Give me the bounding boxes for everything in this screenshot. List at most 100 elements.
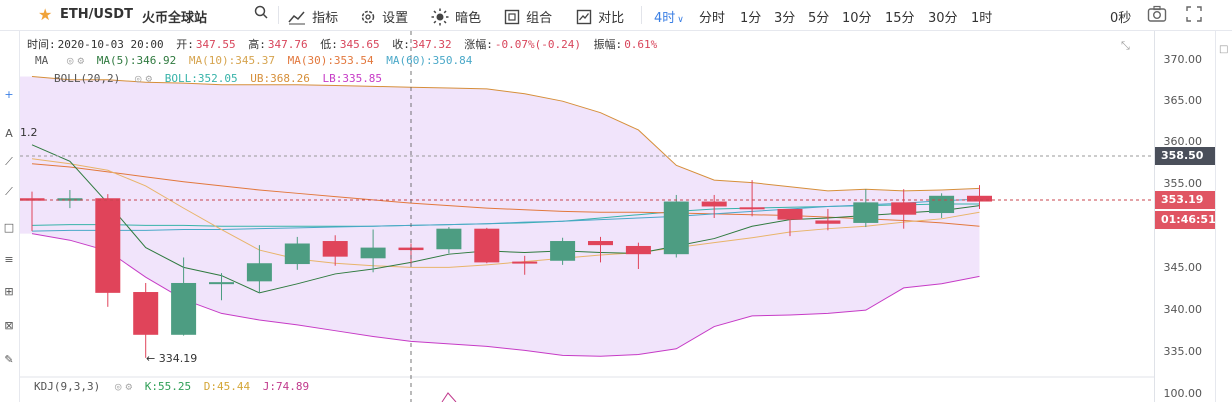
candle-body xyxy=(701,201,727,207)
eye-icon[interactable]: ◎ xyxy=(114,380,122,393)
candle-body xyxy=(739,207,765,210)
interval-5[interactable]: 10分 xyxy=(842,11,872,26)
candle-body xyxy=(777,208,803,220)
settings-button[interactable]: 设置 xyxy=(360,7,408,26)
candle-body xyxy=(815,220,841,224)
candle xyxy=(284,236,310,270)
pencil-tool-icon[interactable]: ✎ xyxy=(4,353,14,366)
kdj-tick: 100.00 xyxy=(1163,387,1203,400)
kdj-legend: KDJ(9,3,3) ◎ ⚙ K:55.25 D:45.44 J:74.89 xyxy=(34,380,311,393)
line-tool-icon[interactable]: ⟋ xyxy=(5,155,13,168)
candle xyxy=(246,245,272,293)
candle xyxy=(853,189,879,228)
interval-3[interactable]: 3分 xyxy=(774,11,796,26)
kdj-d-value: D:45.44 xyxy=(203,380,251,393)
interval-1[interactable]: 分时 xyxy=(699,11,726,26)
candle xyxy=(777,208,803,237)
panel-icon[interactable]: □ xyxy=(1219,44,1229,55)
candle-body xyxy=(57,198,83,201)
right-panel: □ xyxy=(1215,31,1232,402)
chart-lines-icon xyxy=(288,11,305,25)
candle xyxy=(550,237,576,265)
eye-icon[interactable]: ◎ xyxy=(66,54,74,67)
candle xyxy=(20,191,45,232)
boll-legend: BOLL(20,2) ◎ ⚙ BOLL:352.05 UB:368.26 LB:3… xyxy=(54,72,384,85)
candle-body xyxy=(929,195,955,214)
interval-active[interactable]: 4时 ∨ xyxy=(654,7,684,26)
price-tick: 355.00 xyxy=(1163,177,1203,190)
candle xyxy=(474,227,500,264)
ray-tool-icon[interactable]: ⟋ xyxy=(5,185,13,198)
candle xyxy=(360,229,386,273)
candle xyxy=(57,190,83,209)
sun-icon xyxy=(431,8,449,26)
interval-8[interactable]: 1时 xyxy=(971,11,993,26)
interval-7[interactable]: 30分 xyxy=(928,11,958,26)
indicators-button[interactable]: 指标 xyxy=(288,7,338,26)
ma-5-value: MA(5):346.92 xyxy=(96,54,177,67)
chevron-down-icon: ∨ xyxy=(677,15,684,25)
fib-tool-icon[interactable]: ≡ xyxy=(4,253,14,266)
price-axis[interactable]: 370.00 365.00 360.00 355.00 350.00 345.0… xyxy=(1154,31,1216,402)
candle xyxy=(967,185,992,209)
gear-icon xyxy=(361,10,375,24)
pattern-tool-icon[interactable]: ⊞ xyxy=(4,285,14,298)
ohlc-change: -0.07%(-0.24) xyxy=(494,38,581,51)
gear-icon[interactable]: ⚙ xyxy=(145,72,153,85)
layout-icon xyxy=(504,9,520,25)
fullscreen-icon[interactable] xyxy=(1186,6,1202,26)
top-toolbar: ★ ETH/USDT 火币全球站 指标 设置 暗色 组合 对比 4时 ∨ 分时 1… xyxy=(0,0,1232,31)
ohlc-high: 347.76 xyxy=(267,38,308,51)
ma-30-line xyxy=(31,163,980,227)
indicators-label: 指标 xyxy=(312,11,339,26)
candle-body xyxy=(360,247,386,259)
combo-label: 组合 xyxy=(526,11,553,26)
interval-2[interactable]: 1分 xyxy=(740,11,762,26)
kdj-j-line xyxy=(441,392,457,402)
crosshair-tool-icon[interactable]: + xyxy=(4,88,14,101)
gear-icon[interactable]: ⚙ xyxy=(77,54,85,67)
candle-body xyxy=(246,263,272,282)
ohlc-info: 时间: 2020-10-03 20:00 开: 347.55 高: 347.76 低:… xyxy=(27,38,658,51)
ma-legend: MA ◎ ⚙ MA(5):346.92 MA(10):345.37 MA(30):… xyxy=(35,54,474,67)
star-icon[interactable]: ★ xyxy=(38,5,53,24)
rectangle-tool-icon[interactable]: □ xyxy=(3,221,15,234)
candle-body xyxy=(20,198,45,201)
eye-icon[interactable]: ◎ xyxy=(134,72,142,85)
interval-6[interactable]: 15分 xyxy=(885,11,915,26)
camera-icon[interactable] xyxy=(1147,5,1167,27)
ohlc-low: 345.65 xyxy=(339,38,380,51)
candle xyxy=(322,235,348,266)
candle xyxy=(815,208,841,231)
kdj-legend-name: KDJ(9,3,3) xyxy=(34,380,101,393)
price-tick: 370.00 xyxy=(1163,53,1203,66)
candle-body xyxy=(95,198,121,293)
search-icon[interactable] xyxy=(253,4,269,24)
settings-label: 设置 xyxy=(382,11,409,26)
price-tick: 360.00 xyxy=(1163,135,1203,148)
price-tick: 365.00 xyxy=(1163,94,1203,107)
boll-lower-value: LB:335.85 xyxy=(322,72,383,85)
theme-button[interactable]: 暗色 xyxy=(431,7,481,26)
gear-icon[interactable]: ⚙ xyxy=(125,380,133,393)
candle-body xyxy=(625,245,651,255)
interval-active-label: 4时 xyxy=(654,11,676,26)
candle xyxy=(929,193,955,218)
text-tool-icon[interactable]: A xyxy=(5,127,13,140)
candle-body xyxy=(967,195,992,202)
compare-button[interactable]: 对比 xyxy=(576,7,624,26)
interval-4[interactable]: 5分 xyxy=(808,11,830,26)
exchange-name: 火币全球站 xyxy=(142,11,208,26)
candle xyxy=(209,273,234,301)
symbol-name[interactable]: ETH/USDT xyxy=(60,7,133,22)
measure-tool-icon[interactable]: ⊠ xyxy=(4,319,14,332)
combo-button[interactable]: 组合 xyxy=(504,7,552,26)
ma-10-value: MA(10):345.37 xyxy=(188,54,275,67)
countdown-label: 0秒 xyxy=(1110,11,1132,26)
compare-icon xyxy=(576,9,592,25)
ma-60-line xyxy=(31,198,980,232)
collapse-icon[interactable]: ⤡ xyxy=(1121,39,1130,52)
candle xyxy=(588,236,613,263)
candle-body xyxy=(588,241,613,246)
price-chart[interactable]: 时间: 2020-10-03 20:00 开: 347.55 高: 347.76 低:… xyxy=(20,31,1154,402)
